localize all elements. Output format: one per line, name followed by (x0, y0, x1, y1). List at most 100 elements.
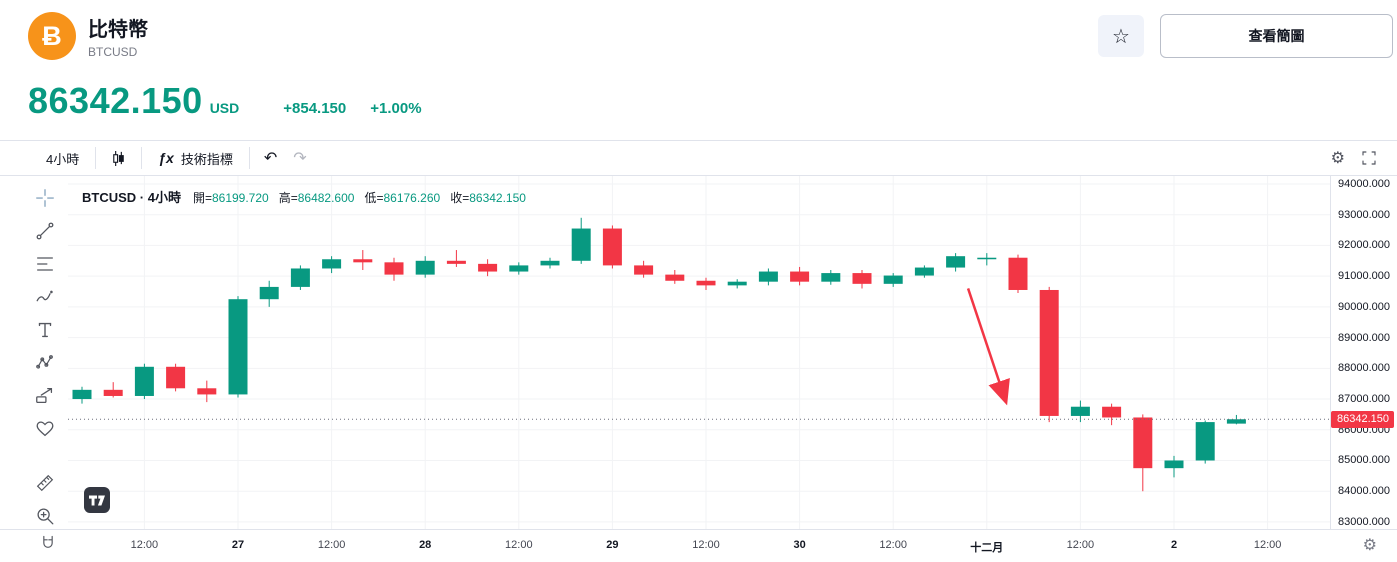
candle (696, 277, 716, 290)
forecast-tool-button[interactable] (33, 384, 57, 408)
time-axis-label: 12:00 (879, 539, 907, 551)
price-axis-label: 90000.000 (1338, 300, 1390, 313)
candle (415, 256, 435, 278)
candle (1070, 400, 1090, 423)
favorite-button[interactable]: ☆ (1098, 15, 1144, 57)
price-axis-label: 87000.000 (1338, 393, 1390, 406)
arrow-annotation[interactable] (966, 288, 1010, 406)
price-axis-label: 83000.000 (1338, 515, 1390, 528)
symbol-title: 比特幣 (88, 19, 148, 41)
chart-canvas[interactable] (68, 176, 1330, 529)
time-axis-label: 12:00 (1253, 539, 1282, 551)
redo-button[interactable]: ↷ (285, 144, 314, 172)
candle (727, 279, 747, 289)
forecast-icon (36, 388, 53, 404)
legend-low: 低=86176.260 (364, 191, 441, 205)
candle (758, 268, 778, 286)
candle (665, 270, 685, 284)
price-axis-label: 91000.000 (1338, 270, 1390, 283)
candle (1102, 403, 1122, 426)
chart-canvas-container: BTCUSD · 4小時 開=86199.720 高=86482.600 低=8… (68, 176, 1330, 529)
undo-button[interactable]: ↶ (256, 144, 285, 172)
candle (602, 225, 622, 269)
fullscreen-icon (1362, 151, 1376, 165)
indicators-button[interactable]: ƒx 技術指標 (148, 144, 243, 172)
last-price-label: 86342.150 (1331, 410, 1394, 428)
emoji-tool-button[interactable] (33, 417, 57, 441)
crosshair-tool-button[interactable] (33, 186, 57, 210)
candle (790, 266, 810, 286)
candle (540, 257, 560, 269)
candle (228, 296, 248, 398)
text-tool-button[interactable] (33, 318, 57, 342)
fx-icon: ƒx (158, 150, 174, 166)
candle (290, 265, 310, 290)
candle (72, 386, 92, 404)
legend-open: 開=86199.720 (192, 191, 269, 205)
candle (166, 363, 186, 392)
header: Ƀ 比特幣 BTCUSD ☆ 查看簡圖 (0, 0, 1397, 66)
time-axis-label: 2 (1170, 539, 1178, 551)
legend-high: 高=86482.600 (278, 191, 355, 205)
interval-button[interactable]: 4小時 (36, 144, 89, 172)
candle (852, 270, 872, 289)
fullscreen-button[interactable] (1353, 144, 1385, 172)
symbol-block: Ƀ 比特幣 BTCUSD (28, 12, 148, 60)
bitcoin-glyph: Ƀ (42, 20, 62, 51)
trend-line-icon (36, 222, 54, 240)
candle (977, 253, 997, 266)
candle (1164, 455, 1184, 478)
brush-tool-button[interactable] (33, 285, 57, 309)
time-axis[interactable]: 12:00 27 12:00 28 12:00 29 12:00 30 12:00 十二月 12:0… (0, 529, 1397, 562)
magnet-tool-button[interactable] (38, 534, 58, 557)
zoom-in-tool-button[interactable] (33, 504, 57, 528)
candle (103, 382, 123, 398)
brush-icon (36, 290, 53, 302)
toolbar-separator (141, 147, 143, 169)
measure-tool-button[interactable] (33, 471, 57, 495)
toolbar-separator (248, 147, 250, 169)
axis-settings-button[interactable]: ⚙ (1363, 535, 1377, 555)
gear-icon: ⚙ (1330, 150, 1345, 167)
text-icon (38, 322, 52, 338)
symbol-text: 比特幣 BTCUSD (88, 13, 148, 59)
fib-lines-icon (37, 257, 53, 271)
trend-line-tool-button[interactable] (33, 219, 57, 243)
currency-label: USD (209, 100, 240, 116)
time-axis-label: 28 (419, 539, 432, 551)
price-axis-label: 92000.000 (1338, 239, 1390, 252)
chart-settings-button[interactable]: ⚙ (1323, 144, 1353, 172)
zoom-in-icon (37, 508, 54, 525)
time-axis-label: 12:00 (317, 539, 346, 551)
price-axis-label: 84000.000 (1338, 485, 1390, 498)
xabcd-pattern-tool-button[interactable] (33, 351, 57, 375)
view-chart-button[interactable]: 查看簡圖 (1160, 14, 1393, 58)
price-axis-label: 88000.000 (1338, 362, 1390, 375)
star-icon: ☆ (1112, 25, 1130, 48)
tradingview-logo-icon (84, 487, 110, 513)
indicators-label: 技術指標 (180, 151, 233, 167)
current-price: 86342.150 (28, 80, 203, 121)
candle (1133, 414, 1153, 492)
magnet-icon (43, 535, 53, 548)
price-axis-label: 93000.000 (1338, 208, 1390, 221)
candle (946, 253, 966, 272)
fib-lines-tool-button[interactable] (33, 252, 57, 276)
tradingview-logo[interactable] (84, 487, 110, 516)
price-axis[interactable]: 86342.150 94000.000 93000.000 92000.000 910… (1330, 176, 1397, 529)
undo-icon: ↶ (263, 150, 278, 167)
candle (914, 265, 934, 278)
toolbar-left-group: 4小時 ƒx 技術指標 ↶ ↷ (36, 141, 315, 175)
price-axis-label: 89000.000 (1338, 331, 1390, 344)
time-axis-label: 12:00 (1066, 539, 1095, 551)
chart-style-button[interactable] (102, 144, 135, 172)
heart-icon (36, 421, 54, 437)
candle (509, 262, 529, 275)
chart-toolbar: 4小時 ƒx 技術指標 ↶ ↷ ⚙ (0, 140, 1397, 176)
candle (1008, 254, 1028, 294)
candle (1195, 420, 1215, 464)
gear-icon: ⚙ (1362, 537, 1377, 554)
ohlc-legend: BTCUSD · 4小時 開=86199.720 高=86482.600 低=8… (82, 187, 536, 206)
candle (478, 259, 498, 277)
